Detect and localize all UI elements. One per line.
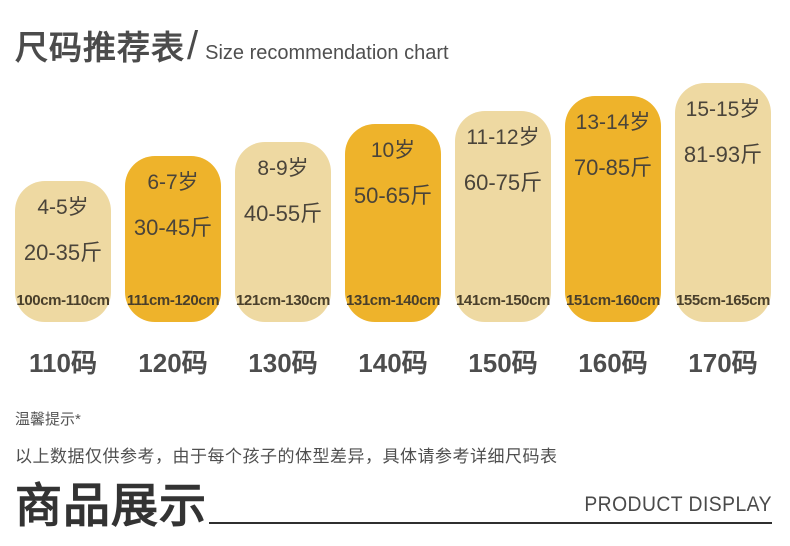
size-bar-120: 6-7岁 30-45斤 111cm-120cm: [125, 156, 221, 322]
page-title: 尺码推荐表 / Size recommendation chart: [15, 21, 790, 69]
page-title-cn: 尺码推荐表: [15, 29, 185, 66]
tip-title: 温馨提示*: [15, 411, 81, 428]
bar-age-label: 10岁: [370, 139, 416, 162]
size-code-label: 110码: [29, 348, 97, 378]
size-code-label: 160码: [578, 348, 648, 378]
bar-age-label: 13-14岁: [575, 111, 651, 134]
bar-weight-label: 30-45斤: [133, 215, 213, 240]
bar-weight-label: 40-55斤: [243, 201, 323, 226]
bar-weight-label: 50-65斤: [353, 183, 433, 208]
bar-group: 4-5岁 20-35斤 100cm-110cm 6-7岁 30-45斤 111c…: [0, 82, 790, 322]
bar-height-range: 111cm-120cm: [126, 292, 220, 309]
size-bar-150: 11-12岁 60-75斤 141cm-150cm: [455, 111, 551, 322]
size-labels-row: 110码 120码 130码 140码 150码 160码 170码: [0, 343, 790, 380]
size-bar-110: 4-5岁 20-35斤 100cm-110cm: [15, 181, 111, 322]
bar-weight-label: 81-93斤: [683, 142, 763, 167]
page-title-en: Size recommendation chart: [205, 42, 449, 64]
bar-height-range: 151cm-160cm: [565, 292, 660, 309]
section-title: 商品展示: [15, 480, 207, 533]
title-slash: /: [187, 24, 199, 68]
size-bar-170: 15-15岁 81-93斤 155cm-165cm: [675, 83, 771, 322]
bar-height-range: 100cm-110cm: [16, 292, 110, 309]
size-code-label: 130码: [248, 348, 318, 378]
notes: 温馨提示* 以上数据仅供参考，由于每个孩子的体型差异，具体请参考详细尺码表: [0, 408, 790, 467]
bar-age-label: 15-15岁: [685, 98, 761, 121]
section-divider: PRODUCT DISPLAY: [209, 493, 772, 524]
bar-height-range: 121cm-130cm: [235, 292, 330, 309]
size-code-label: 140码: [358, 348, 428, 378]
size-code-label: 120码: [138, 348, 208, 378]
bar-weight-label: 60-75斤: [463, 170, 543, 195]
header: 尺码推荐表 / Size recommendation chart: [0, 0, 790, 69]
bar-height-range: 131cm-140cm: [345, 292, 440, 309]
bar-age-label: 11-12岁: [466, 126, 540, 149]
bar-age-label: 4-5岁: [37, 196, 89, 219]
size-bar-140: 10岁 50-65斤 131cm-140cm: [345, 124, 441, 322]
size-bar-160: 13-14岁 70-85斤 151cm-160cm: [565, 96, 661, 322]
size-bar-130: 8-9岁 40-55斤 121cm-130cm: [235, 142, 331, 322]
size-code-label: 170码: [688, 348, 758, 378]
bar-height-range: 155cm-165cm: [675, 292, 770, 309]
size-chart: 4-5岁 20-35斤 100cm-110cm 6-7岁 30-45斤 111c…: [0, 82, 790, 380]
section-footer: 商品展示 PRODUCT DISPLAY: [15, 480, 772, 534]
bar-weight-label: 20-35斤: [23, 240, 103, 265]
bar-age-label: 6-7岁: [147, 171, 199, 194]
bar-age-label: 8-9岁: [257, 157, 309, 180]
size-code-label: 150码: [468, 348, 538, 378]
section-subtitle: PRODUCT DISPLAY: [584, 493, 772, 516]
bar-height-range: 141cm-150cm: [455, 292, 550, 309]
tip-body: 以上数据仅供参考，由于每个孩子的体型差异，具体请参考详细尺码表: [15, 447, 558, 466]
bar-weight-label: 70-85斤: [573, 155, 653, 180]
